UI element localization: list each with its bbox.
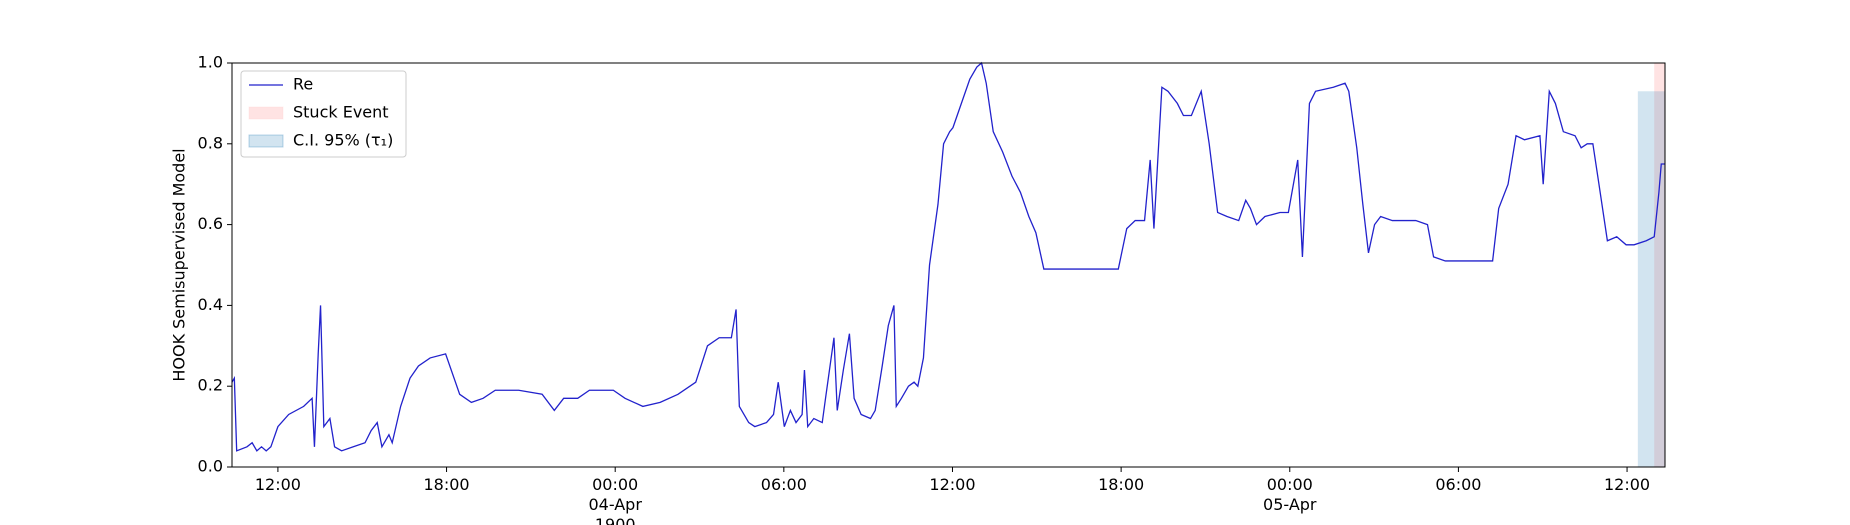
x-tick-label: 00:00 05-Apr [1263,475,1317,514]
y-tick-label: 1.0 [198,53,223,72]
shaded-region [1637,91,1665,467]
legend-patch [248,106,284,120]
x-tick-label: 18:00 [423,475,469,494]
x-tick-label: 00:00 04-Apr 1900 [588,475,642,525]
plot-frame [231,62,1666,468]
y-tick-label: 0.4 [198,295,223,314]
legend-label: C.I. 95% (τ₁) [293,131,393,150]
y-tick-label: 0.2 [198,376,223,395]
x-tick-label: 06:00 [761,475,807,494]
legend-label: Stuck Event [293,103,389,122]
x-tick-label: 12:00 [929,475,975,494]
x-tick-label: 12:00 [1604,475,1650,494]
x-tick-label: 06:00 [1435,475,1481,494]
legend-label: Re [293,75,313,94]
y-tick-label: 0.0 [198,457,223,476]
y-tick-label: 0.8 [198,133,223,152]
y-tick-label: 0.6 [198,214,223,233]
shaded-region [1654,63,1665,467]
data-line [231,61,1665,452]
legend-patch [248,134,284,148]
y-axis-label: HOOK Semisupervised Model [170,148,189,381]
x-tick-label: 12:00 [255,475,301,494]
legend-box [240,70,407,158]
x-tick-label: 18:00 [1098,475,1144,494]
